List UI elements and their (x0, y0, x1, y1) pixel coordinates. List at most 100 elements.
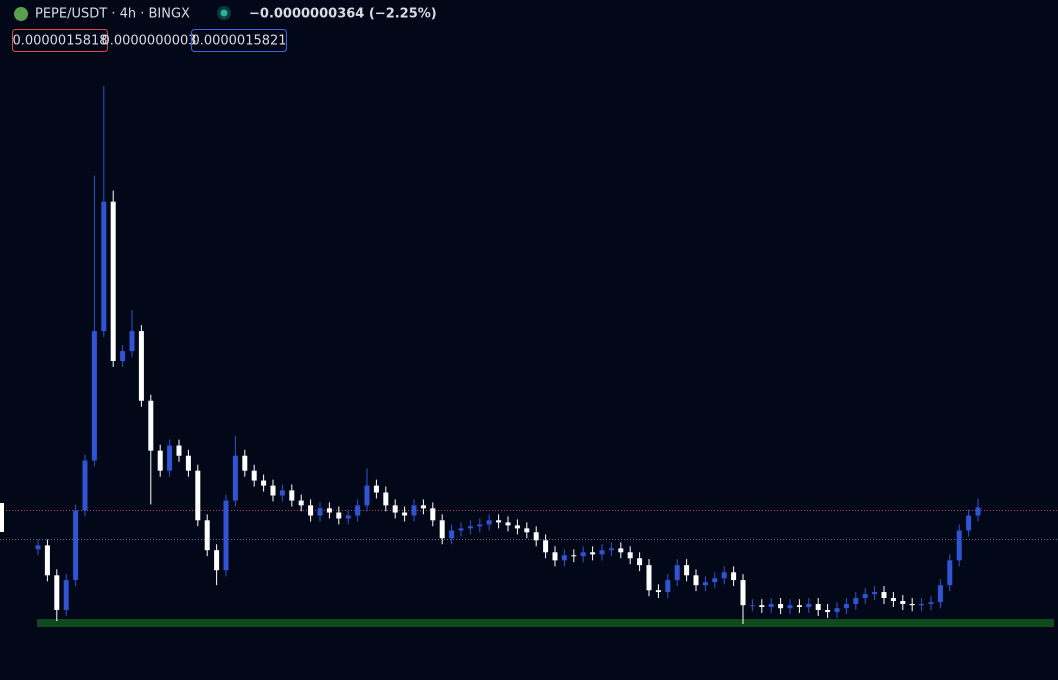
candle-body (138, 331, 144, 401)
candle-body (326, 508, 332, 513)
candle-body (35, 545, 41, 550)
candle-body (289, 490, 295, 501)
candle-body (458, 528, 464, 531)
candle-body (731, 572, 737, 581)
candle-body (702, 582, 708, 586)
candle-body (862, 594, 868, 599)
candle-body (561, 555, 567, 561)
candles (35, 85, 981, 625)
coin-icon (14, 7, 28, 21)
candle-body (232, 455, 238, 501)
candle-body (514, 525, 520, 529)
candle-body (420, 505, 426, 509)
candle-body (167, 445, 173, 471)
candle-body (467, 526, 473, 529)
candle-body (966, 515, 972, 531)
candle-body (195, 470, 201, 521)
candle-body (956, 530, 962, 561)
sell-box[interactable] (12, 29, 108, 52)
candle-body (223, 500, 229, 571)
candle-body (928, 602, 934, 604)
candle-body (505, 522, 511, 526)
candle-body (834, 608, 840, 613)
candle-body (778, 603, 784, 609)
candle-body (881, 592, 887, 599)
candle-body (608, 548, 614, 551)
candle-body (552, 552, 558, 561)
candle-body (73, 510, 79, 581)
bottom-band (37, 619, 1054, 627)
candle-body (129, 331, 135, 352)
candle-body (261, 480, 267, 486)
candle-body (843, 603, 849, 609)
candle-body (242, 455, 248, 471)
candle-body (759, 605, 765, 607)
candle-body (627, 552, 633, 559)
candle-body (411, 505, 417, 516)
candle-body (665, 580, 671, 593)
candle-body (270, 485, 276, 496)
candle-body (571, 555, 577, 557)
spread: 0.0000000003 (101, 34, 196, 49)
candle-body (54, 575, 60, 610)
candle-body (364, 485, 370, 506)
candle-body (693, 575, 699, 586)
candle-body (796, 605, 802, 607)
candle-body (909, 603, 915, 606)
candle-body (308, 505, 314, 516)
candle-body (806, 603, 812, 607)
buy-price: 0.0000015821 (191, 34, 286, 49)
candle-body (101, 201, 107, 332)
candle-body (618, 548, 624, 553)
candle-body (749, 605, 755, 607)
candle-body (872, 592, 878, 595)
candle-body (646, 565, 652, 591)
candle-body (345, 515, 351, 519)
sell-price: 0.0000015818 (12, 34, 107, 49)
left-marker (0, 503, 4, 532)
candle-body (383, 492, 389, 506)
candle-body (975, 507, 981, 516)
candle-body (543, 540, 549, 553)
candle-body (120, 351, 126, 361)
candle-body (900, 601, 906, 604)
candle-body (655, 590, 661, 593)
candle-body (44, 545, 50, 576)
buy-box[interactable] (191, 29, 287, 52)
candle-body (430, 508, 436, 521)
candle-body (355, 505, 361, 516)
candle-body (524, 528, 530, 533)
candle-body (91, 331, 97, 461)
candle-body (336, 512, 342, 519)
symbol-title: PEPE/USDT · 4h · BINGX (35, 7, 190, 22)
candle-body (110, 201, 116, 361)
candle-body (684, 565, 690, 576)
candle-body (214, 550, 220, 571)
candle-body (392, 505, 398, 513)
candle-body (919, 603, 925, 606)
candle-body (815, 603, 821, 610)
candle-body (721, 572, 727, 579)
candle-body (674, 565, 680, 581)
candle-body (590, 552, 596, 555)
candle-body (853, 598, 859, 604)
candle-body (477, 524, 483, 527)
candle-body (712, 578, 718, 583)
candle-body (251, 470, 257, 481)
candle-body (637, 558, 643, 566)
candle-body (599, 550, 605, 555)
candle-body (768, 603, 774, 607)
candle-body (317, 508, 323, 516)
candle-body (533, 532, 539, 541)
candle-body (439, 520, 445, 539)
price-change: −0.0000000364 (−2.25%) (249, 7, 437, 22)
candle-body (486, 520, 492, 525)
candle-body (402, 512, 408, 516)
candle-body (937, 585, 943, 603)
candle-body (825, 609, 831, 613)
candle-body (176, 445, 182, 456)
candle-body (580, 552, 586, 557)
candle-body (787, 605, 793, 609)
candle-body (279, 490, 285, 496)
